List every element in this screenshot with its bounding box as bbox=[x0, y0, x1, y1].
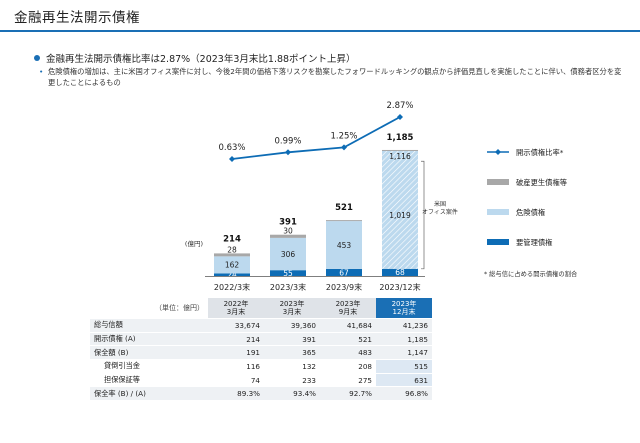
bar-value-label: 1,116 bbox=[389, 152, 411, 161]
table-header-row: （単位：億円） 2022年 3月末 2023年 3月末 2023年 9月末 2023年… bbox=[90, 298, 432, 319]
table-row: 担保保証等 74 233 275 631 bbox=[90, 373, 432, 388]
x-tick-label: 2023/3末 bbox=[270, 282, 306, 292]
legend-marker-ratio bbox=[495, 149, 501, 155]
legend-label-ratio: 開示債権比率* bbox=[516, 148, 564, 157]
bar-value-label: 67 bbox=[339, 268, 349, 277]
table-row: 保全額 (B) 191 365 483 1,147 bbox=[90, 345, 432, 361]
bullet-marker-icon: • bbox=[39, 67, 44, 76]
title-underline bbox=[0, 30, 640, 32]
page-title: 金融再生法開示債権 bbox=[14, 10, 140, 26]
main-bullet-text: 金融再生法開示債権比率は2.87%（2023年3月末比1.88ポイント上昇） bbox=[46, 54, 356, 65]
table-col-header: 2023年 9月末 bbox=[320, 298, 376, 319]
table-row: 総与信額 33,674 39,360 41,684 41,236 bbox=[90, 318, 432, 333]
bar-value-label: 453 bbox=[337, 241, 352, 250]
ratio-point bbox=[229, 156, 235, 162]
ratio-point bbox=[397, 114, 403, 120]
us-office-value: 1,019 bbox=[389, 211, 411, 220]
ratio-value-label: 0.99% bbox=[274, 136, 301, 146]
sub-bullet-text: 危険債権の増加は、主に米国オフィス案件に対し、今後2年間の価格下落リスクを勘案し… bbox=[48, 67, 622, 87]
bar-seg-doubtful bbox=[382, 150, 418, 269]
bar-seg-bankrupt bbox=[270, 234, 306, 238]
ratio-point bbox=[285, 149, 291, 156]
bar-value-label: 306 bbox=[281, 250, 296, 259]
bar-value-label: 162 bbox=[225, 261, 240, 270]
bar-total-label: 1,185 bbox=[387, 133, 414, 143]
legend-swatch-bankrupt bbox=[487, 179, 509, 185]
bar-seg-bankrupt bbox=[382, 149, 418, 151]
us-office-label: 米国 bbox=[434, 200, 446, 208]
table-col-header-highlight: 2023年 12月末 bbox=[376, 298, 432, 319]
table-col-header: 2023年 3月末 bbox=[264, 298, 320, 319]
bar-value-label: 30 bbox=[283, 227, 293, 236]
x-tick-label: 2023/9末 bbox=[326, 282, 362, 292]
table-col-header: 2022年 3月末 bbox=[208, 298, 264, 319]
bar-seg-doubtful bbox=[214, 256, 250, 274]
ratio-value-label: 0.63% bbox=[218, 143, 245, 153]
bar-total-label: 214 bbox=[223, 234, 241, 244]
x-tick-label: 2022/3末 bbox=[214, 282, 250, 292]
legend-swatch-monitoring bbox=[487, 239, 509, 245]
main-bullet: 金融再生法開示債権比率は2.87%（2023年3月末比1.88ポイント上昇） bbox=[34, 51, 356, 65]
bar-seg-requiring-monitoring bbox=[382, 268, 418, 276]
table-row: 貸倒引当金 116 132 208 515 bbox=[90, 359, 432, 374]
unit-label: (億円) bbox=[185, 239, 203, 248]
ratio-point bbox=[341, 144, 347, 151]
claims-table: （単位：億円） 2022年 3月末 2023年 3月末 2023年 9月末 2023年… bbox=[90, 298, 432, 401]
bar-value-label: 28 bbox=[227, 245, 237, 254]
ratio-value-label: 1.25% bbox=[330, 131, 357, 141]
x-tick-label: 2023/12末 bbox=[379, 282, 420, 292]
us-office-label: オフィス案件 bbox=[422, 208, 458, 216]
ratio-value-label: 2.87% bbox=[386, 101, 413, 111]
bar-seg-requiring-monitoring bbox=[326, 268, 362, 276]
bar-value-label: 24 bbox=[227, 271, 237, 280]
ratio-line bbox=[231, 116, 401, 160]
bar-total-label: 521 bbox=[335, 203, 353, 213]
bar-value-label: 55 bbox=[283, 269, 293, 278]
bar-seg-bankrupt bbox=[326, 220, 362, 222]
legend-label-bankrupt: 破産更生債権等 bbox=[516, 178, 567, 187]
bullet-dot-icon bbox=[34, 55, 40, 61]
table-row: 保全率 (B) / (A) 89.3% 93.4% 92.7% 96.8% bbox=[90, 386, 432, 401]
sub-bullet: • 危険債権の増加は、主に米国オフィス案件に対し、今後2年間の価格下落リスクを勘案… bbox=[39, 66, 628, 88]
legend-label-doubtful: 危険債権 bbox=[516, 208, 545, 217]
bar-seg-bankrupt bbox=[214, 253, 250, 257]
table-unit-label: （単位：億円） bbox=[90, 298, 208, 319]
table-row: 開示債権 (A) 214 391 521 1,185 bbox=[90, 332, 432, 347]
legend-label-monitoring: 要管理債権 bbox=[516, 238, 552, 247]
bar-value-label: 68 bbox=[395, 268, 405, 277]
us-office-bracket bbox=[421, 160, 425, 270]
chart-footnote: * 総与信に占める開示債権の割合 bbox=[484, 269, 578, 278]
bar-seg-requiring-monitoring bbox=[214, 273, 250, 276]
legend-swatch-doubtful bbox=[487, 209, 509, 215]
bar-seg-doubtful bbox=[326, 221, 362, 269]
bar-seg-doubtful bbox=[270, 237, 306, 271]
bar-total-label: 391 bbox=[279, 218, 297, 228]
bar-seg-requiring-monitoring bbox=[270, 270, 306, 276]
